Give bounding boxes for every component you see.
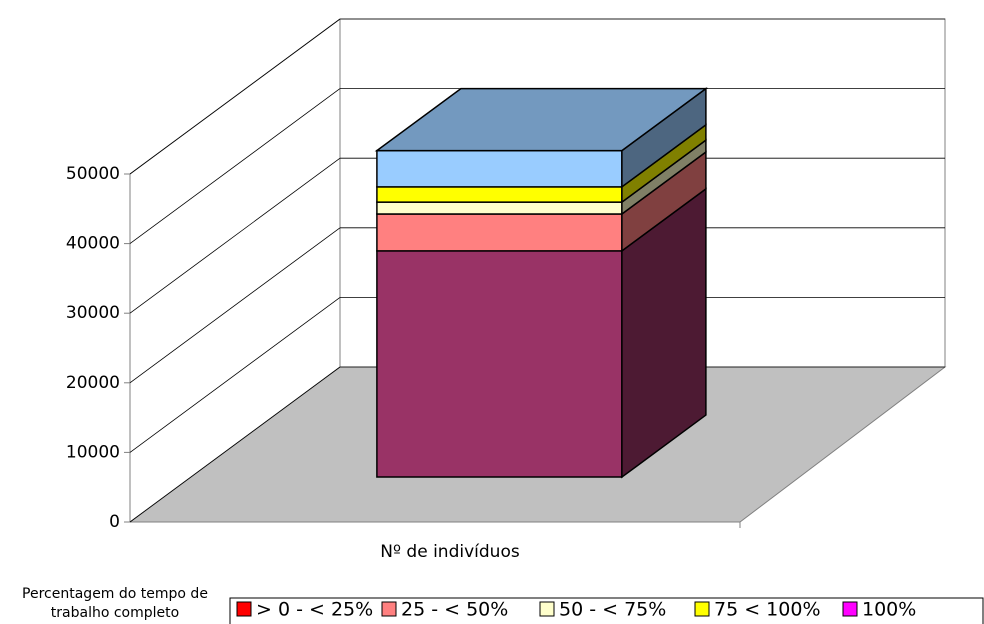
legend-label: 75 < 100%	[714, 599, 821, 621]
bar-segment	[376, 186, 623, 203]
grid-line	[129, 157, 341, 314]
legend-swatch	[236, 601, 252, 617]
legend-title: trabalho completo	[51, 605, 179, 621]
x-tick-label: Nº de indivíduos	[380, 542, 520, 562]
legend-title: Percentagem do tempo de	[22, 586, 208, 602]
bar-top	[374, 87, 709, 152]
bar-segment	[376, 213, 623, 252]
grid-line	[129, 297, 341, 453]
y-tick-label: 10000	[66, 442, 120, 462]
grid-line	[129, 88, 341, 244]
y-tick-label: 20000	[66, 373, 120, 393]
legend-swatch	[539, 601, 555, 617]
grid-line	[129, 366, 341, 523]
y-tick-label: 0	[109, 512, 120, 532]
bar-segment	[376, 149, 623, 188]
y-tick-label: 50000	[66, 164, 120, 184]
legend-label: 25 - < 50%	[401, 599, 508, 621]
legend-swatch	[694, 601, 710, 617]
bar-segment	[376, 250, 623, 478]
grid-line	[129, 18, 341, 175]
y-tick-label: 30000	[66, 303, 120, 323]
grid-line	[129, 227, 341, 384]
legend-label: 50 - < 75%	[559, 599, 666, 621]
y-tick-label: 40000	[66, 234, 120, 254]
legend-swatch	[381, 601, 397, 617]
legend-label: > 0 - < 25%	[256, 599, 373, 621]
bar-segment	[376, 201, 623, 215]
legend-swatch	[842, 601, 858, 617]
legend-label: 100%	[862, 599, 916, 621]
